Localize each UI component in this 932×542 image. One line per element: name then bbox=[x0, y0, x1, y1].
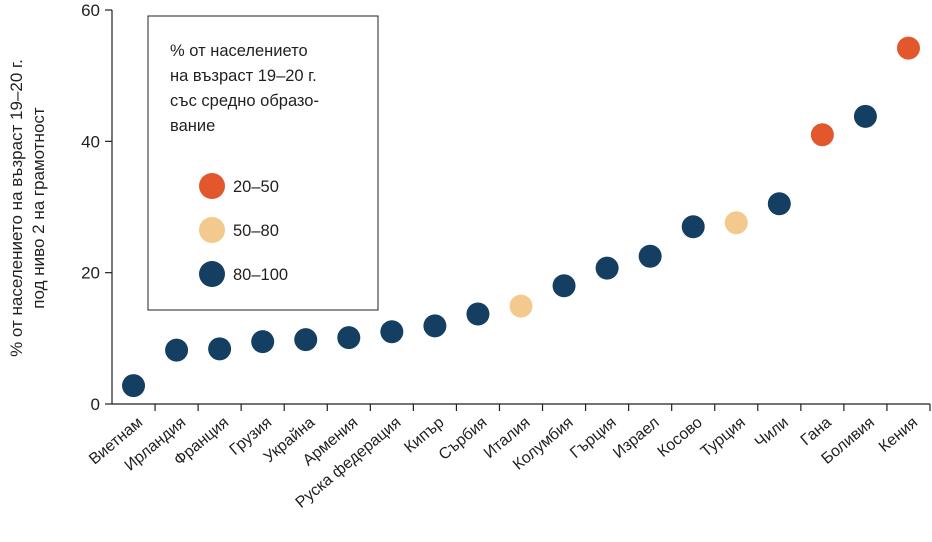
legend-title-line-1: % от населението bbox=[170, 42, 308, 60]
legend-items: 20–50 50–80 80–100 bbox=[199, 173, 288, 287]
data-point bbox=[724, 211, 748, 235]
data-point bbox=[294, 328, 318, 352]
legend-box bbox=[147, 15, 379, 311]
y-tick-label: 60 bbox=[81, 1, 100, 20]
x-tick-label: Израел bbox=[610, 414, 663, 462]
data-point bbox=[896, 36, 920, 60]
y-tick-label: 0 bbox=[91, 395, 100, 414]
data-point bbox=[767, 192, 791, 216]
legend-swatch bbox=[199, 217, 225, 243]
data-point bbox=[208, 337, 232, 361]
y-axis-label-line-2: под ниво 2 на грамотност bbox=[29, 107, 48, 309]
data-point bbox=[552, 274, 576, 298]
data-point bbox=[681, 215, 705, 239]
x-tick-label: Косово bbox=[655, 414, 706, 461]
y-axis-label-line-1: % от населението на възраст 19–20 г. bbox=[7, 59, 26, 357]
data-point bbox=[810, 123, 834, 147]
x-ticks: ВиетнамИрландияФранцияГрузияУкрайнаАрмен… bbox=[86, 404, 931, 512]
data-point bbox=[638, 244, 662, 268]
y-ticks: 0 20 40 60 bbox=[81, 1, 112, 414]
data-point bbox=[466, 302, 490, 326]
legend-swatch bbox=[199, 173, 225, 199]
legend-title-line-4: вание bbox=[170, 117, 215, 135]
legend-title-line-3: със средно образо- bbox=[170, 92, 319, 110]
legend: % от населението на възраст 19–20 г. със… bbox=[147, 15, 379, 311]
data-point bbox=[423, 314, 447, 338]
data-point bbox=[337, 326, 361, 350]
x-tick-label: Сърбия bbox=[436, 414, 491, 464]
data-point bbox=[853, 104, 877, 128]
x-tick-label: Кения bbox=[876, 414, 921, 456]
data-point bbox=[509, 294, 533, 318]
legend-item-label: 50–80 bbox=[233, 222, 279, 240]
legend-item-label: 80–100 bbox=[233, 266, 288, 284]
data-point bbox=[380, 320, 404, 344]
x-tick-label: Чили bbox=[752, 414, 792, 451]
legend-swatch bbox=[199, 261, 225, 287]
y-tick-label: 40 bbox=[81, 132, 100, 151]
data-point bbox=[122, 374, 146, 398]
legend-item-label: 20–50 bbox=[233, 178, 279, 196]
y-axis-label: % от населението на възраст 19–20 г. под… bbox=[7, 59, 48, 357]
x-tick-label: Гърция bbox=[567, 414, 620, 462]
data-point bbox=[595, 256, 619, 280]
data-point bbox=[251, 330, 275, 354]
x-tick-label: Гана bbox=[798, 414, 835, 449]
data-points bbox=[122, 36, 920, 398]
x-tick-label: Турция bbox=[698, 414, 749, 461]
legend-title-line-2: на възраст 19–20 г. bbox=[170, 67, 317, 85]
data-point bbox=[165, 338, 189, 362]
y-tick-label: 20 bbox=[81, 264, 100, 283]
